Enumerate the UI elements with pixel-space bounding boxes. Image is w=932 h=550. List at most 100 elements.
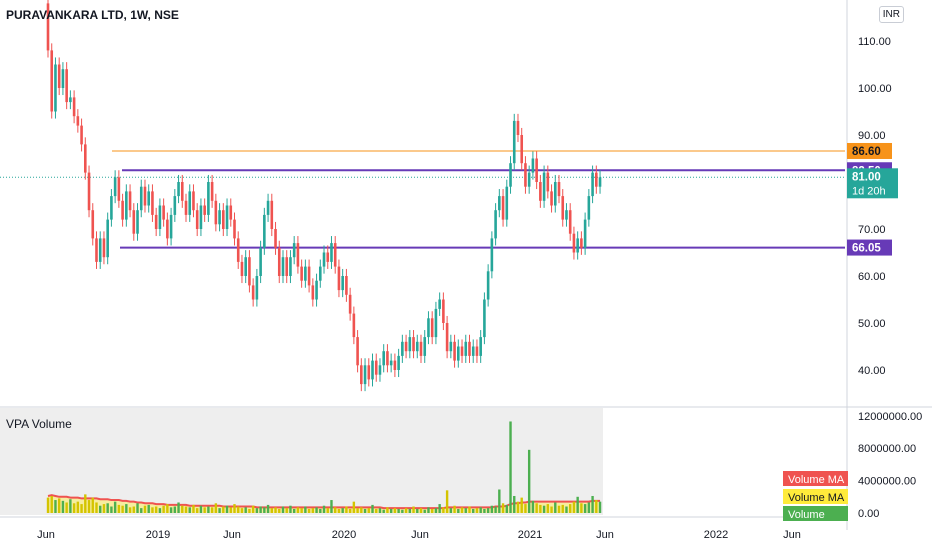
candle — [322, 252, 326, 267]
volume-bar — [576, 496, 579, 513]
candle — [363, 365, 367, 385]
candle — [255, 276, 259, 300]
candle — [561, 196, 565, 220]
volume-bar — [102, 504, 106, 513]
volume-bar — [348, 508, 352, 513]
candle — [509, 163, 512, 187]
candle — [345, 276, 348, 295]
volume-bar — [285, 508, 288, 513]
volume-tick-label: 4000000.00 — [858, 476, 916, 488]
candle — [296, 243, 300, 267]
volume-bar — [203, 507, 206, 513]
volume-tick-label: 0.00 — [858, 508, 879, 520]
volume-bar — [382, 509, 385, 513]
price-tick-label: 100.00 — [858, 83, 892, 95]
candle — [471, 346, 475, 356]
candle — [236, 238, 240, 262]
volume-bar — [352, 501, 356, 513]
volume-legend-tag: Volume — [788, 509, 825, 521]
volume-bar — [181, 505, 184, 513]
candle — [542, 172, 546, 201]
candle — [266, 200, 270, 215]
volume-bar — [278, 508, 281, 513]
volume-bar — [513, 495, 516, 513]
candle — [557, 182, 561, 197]
volume-bar — [69, 499, 72, 513]
volume-bar — [307, 508, 311, 513]
volume-bar — [527, 449, 531, 513]
candle — [516, 120, 520, 135]
candle — [401, 341, 404, 356]
price-label-current: 81.00 — [852, 171, 881, 183]
price-label-lower: 66.05 — [852, 243, 881, 255]
currency-badge[interactable]: INR — [878, 6, 904, 23]
volume-bar — [427, 507, 430, 513]
volume-bar — [65, 502, 68, 513]
volume-bar — [296, 507, 300, 513]
volume-bar — [486, 508, 490, 513]
volume-bar — [184, 506, 188, 513]
volume-bar — [140, 508, 143, 513]
volume-bar — [147, 504, 150, 513]
volume-bar — [505, 504, 508, 513]
volume-bar — [95, 502, 98, 513]
candle — [595, 172, 598, 187]
candle — [102, 238, 106, 258]
volume-bar — [132, 506, 135, 513]
candle — [580, 238, 583, 248]
volume-bar — [154, 506, 158, 513]
candle — [180, 182, 184, 201]
volume-bar — [326, 508, 329, 513]
candle — [490, 238, 494, 272]
candle — [520, 135, 524, 164]
candle — [576, 238, 579, 253]
volume-bar — [162, 505, 165, 513]
volume-bar — [408, 508, 412, 513]
candle — [225, 205, 229, 229]
volume-bar — [565, 506, 568, 513]
candle — [151, 191, 154, 215]
candle — [61, 69, 65, 88]
time-tick-label: Jun — [411, 529, 429, 541]
volume-bar — [434, 508, 438, 513]
candle — [565, 210, 568, 220]
volume-bar — [210, 507, 214, 513]
candle — [486, 271, 490, 300]
volume-bar — [546, 504, 550, 513]
volume-bar — [117, 504, 121, 513]
volume-bar — [222, 506, 225, 513]
volume-bar — [99, 505, 102, 513]
volume-bar — [263, 507, 266, 513]
candle — [76, 116, 80, 126]
volume-bar — [360, 507, 363, 513]
volume-bar — [449, 508, 453, 513]
volume-bar — [404, 508, 408, 513]
volume-bar — [229, 507, 232, 513]
candle — [318, 266, 322, 281]
candle — [248, 257, 251, 286]
candle — [166, 219, 169, 239]
candle — [475, 346, 479, 356]
candle — [367, 365, 371, 380]
candles-group — [46, 0, 602, 392]
volume-bar — [244, 507, 247, 513]
volume-bar — [557, 505, 561, 513]
candle — [419, 341, 423, 356]
volume-bar — [516, 501, 520, 513]
volume-tick-label: 12000000.00 — [858, 411, 922, 423]
volume-panel-title[interactable]: VPA Volume — [6, 417, 72, 431]
volume-bar — [554, 502, 557, 513]
symbol-title[interactable]: PURAVANKARA LTD, 1W, NSE — [6, 8, 179, 22]
candle — [457, 346, 460, 361]
candle — [139, 186, 143, 211]
volume-bar — [218, 508, 221, 513]
candle — [46, 3, 50, 51]
volume-bar — [80, 504, 83, 513]
volume-bar — [259, 506, 262, 513]
volume-bar — [542, 505, 546, 513]
candle — [192, 191, 195, 211]
candle — [341, 276, 344, 291]
candle — [177, 182, 180, 197]
candle — [531, 158, 535, 173]
volume-bar — [251, 505, 255, 513]
